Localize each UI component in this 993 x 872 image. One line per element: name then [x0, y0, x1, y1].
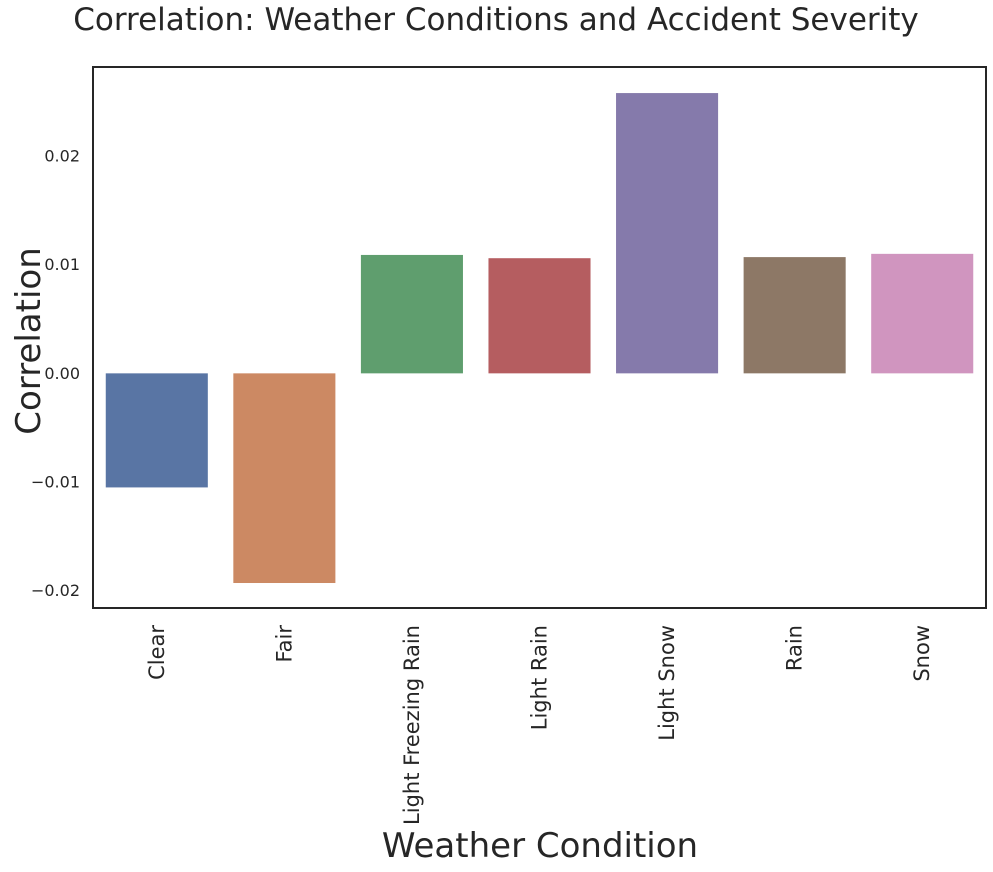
- plot-frame: [92, 66, 987, 609]
- x-tick-label: Light Freezing Rain: [400, 625, 424, 825]
- bar-light-snow: [616, 93, 719, 374]
- x-tick-label: Snow: [910, 625, 934, 682]
- x-tick-label: Light Snow: [655, 625, 679, 741]
- chart-title: Correlation: Weather Conditions and Acci…: [73, 2, 919, 38]
- bar-rain: [743, 257, 846, 374]
- x-axis-ticks: Clear Fair Light Freezing Rain Light Rain Li…: [145, 625, 934, 825]
- bar-clear: [105, 373, 208, 488]
- y-tick-label: 0.00: [44, 364, 80, 383]
- y-tick-label: 0.02: [44, 147, 80, 166]
- bar-fair: [233, 373, 336, 584]
- bars-group: [105, 93, 974, 584]
- y-tick-label: 0.01: [44, 255, 80, 274]
- y-tick-label: −0.01: [31, 472, 80, 491]
- bar-light-rain: [488, 258, 591, 374]
- y-axis-ticks: −0.02 −0.01 0.00 0.01 0.02: [31, 147, 80, 601]
- bar-snow: [871, 253, 974, 374]
- x-tick-label: Rain: [783, 625, 807, 671]
- x-tick-label: Fair: [272, 625, 296, 663]
- y-axis-label: Correlation: [9, 247, 49, 434]
- x-axis-label: Weather Condition: [382, 826, 698, 866]
- x-tick-label: Clear: [145, 625, 169, 680]
- bar-light-freezing-rain: [360, 254, 463, 374]
- y-tick-label: −0.02: [31, 581, 80, 600]
- x-tick-label: Light Rain: [528, 625, 552, 730]
